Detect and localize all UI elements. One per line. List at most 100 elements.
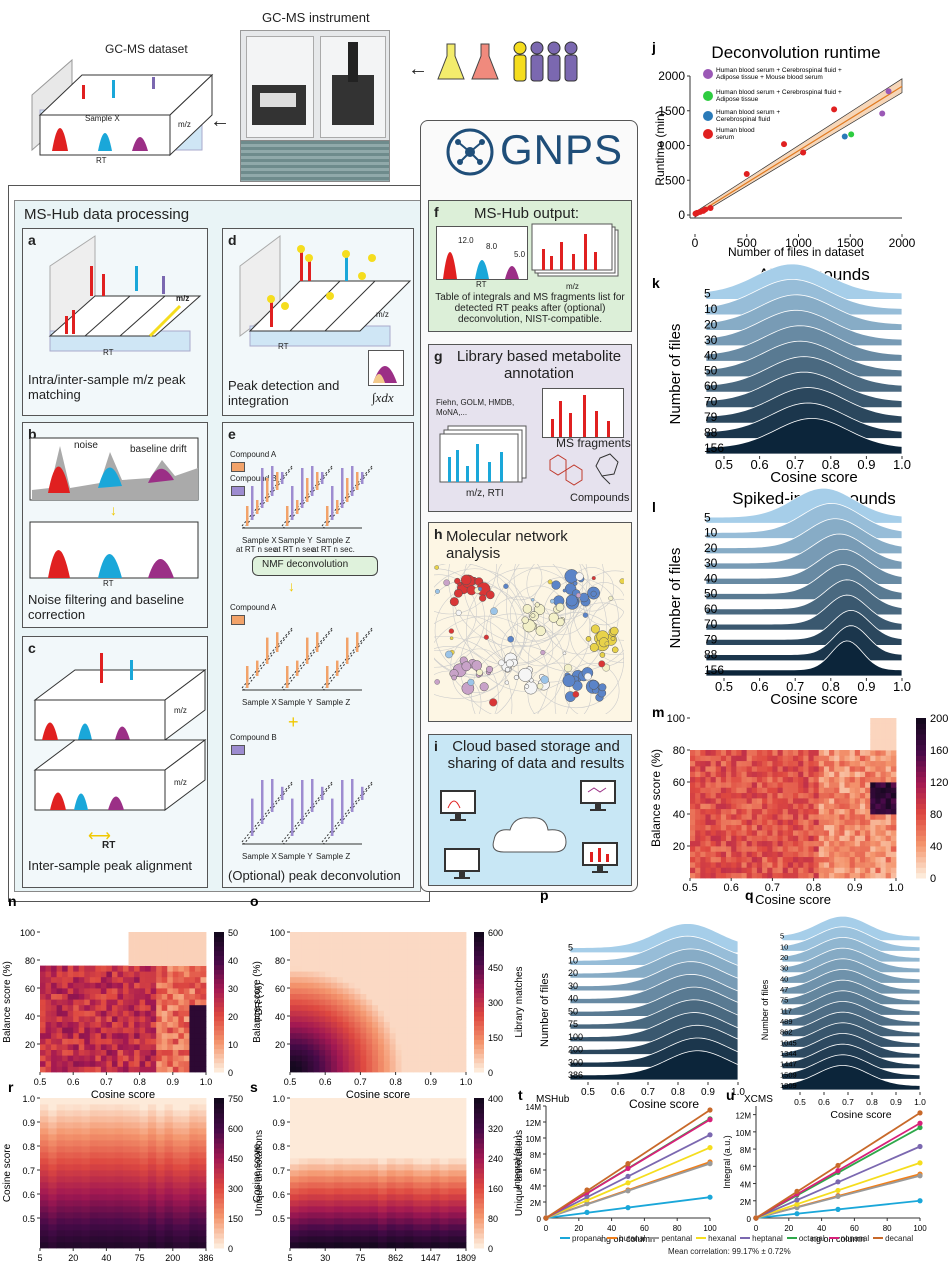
heatmap-cell bbox=[336, 976, 344, 983]
heatmap-cell bbox=[395, 1140, 405, 1147]
heatmap-cell bbox=[95, 1004, 102, 1011]
heatmap-cell bbox=[348, 971, 355, 978]
heatmap-cell bbox=[436, 993, 443, 1000]
heatmap-cell bbox=[167, 1021, 174, 1028]
heatmap-cell bbox=[854, 787, 861, 794]
colorbar-cell bbox=[474, 1103, 484, 1109]
heatmap-cell bbox=[793, 835, 799, 842]
heatmap-cell bbox=[372, 1038, 379, 1045]
y-tick-label: 0.6 bbox=[22, 1190, 35, 1200]
network-node bbox=[449, 636, 454, 640]
heatmap-cell bbox=[746, 755, 753, 762]
heatmap-cell bbox=[189, 960, 196, 966]
heatmap-cell bbox=[295, 1055, 303, 1062]
heatmap-cell bbox=[161, 1004, 168, 1011]
heatmap-cell bbox=[880, 792, 887, 799]
heatmap-cell bbox=[715, 846, 722, 852]
heatmap-cell bbox=[325, 1098, 335, 1105]
heatmap-cell bbox=[439, 1236, 449, 1243]
heatmap-cell bbox=[772, 824, 778, 831]
heatmap-cell bbox=[782, 872, 789, 879]
heatmap-cell bbox=[844, 771, 851, 778]
heatmap-cell bbox=[424, 943, 432, 950]
heatmap-cell bbox=[319, 965, 326, 972]
heatmap-cell bbox=[829, 851, 835, 858]
heatmap-cell bbox=[194, 1027, 201, 1034]
heatmap-cell bbox=[413, 1218, 423, 1225]
heatmap-cell bbox=[81, 1110, 91, 1117]
heatmap-cell bbox=[885, 835, 892, 842]
heatmap-cell bbox=[40, 1182, 49, 1189]
heatmap-cell bbox=[457, 1110, 467, 1117]
heatmap-cell bbox=[56, 1004, 63, 1011]
heatmap-cell bbox=[89, 1110, 99, 1117]
heatmap-cell bbox=[307, 1200, 317, 1207]
heatmap-cell bbox=[849, 750, 856, 756]
heatmap-cell bbox=[325, 948, 332, 955]
heatmap-cell bbox=[325, 982, 332, 989]
heatmap-cell bbox=[145, 960, 152, 966]
heatmap-cell bbox=[123, 1200, 132, 1207]
colorbar-cell bbox=[214, 941, 224, 947]
heatmap-cell bbox=[736, 830, 742, 836]
heatmap-cell bbox=[131, 1110, 140, 1117]
heatmap-cell bbox=[746, 856, 753, 863]
heatmap-cell bbox=[123, 1098, 132, 1105]
colorbar-tick-label: 80 bbox=[930, 809, 942, 821]
heatmap-cell bbox=[178, 1038, 185, 1045]
heatmap-cell bbox=[342, 1170, 352, 1177]
heatmap-cell bbox=[849, 782, 856, 788]
heatmap-cell bbox=[106, 1016, 113, 1022]
heatmap-cell bbox=[316, 1122, 326, 1129]
heatmap-cell bbox=[772, 792, 778, 799]
heatmap-cell bbox=[348, 1044, 355, 1050]
heatmap-cell bbox=[325, 965, 332, 972]
colorbar-label: Library matches bbox=[514, 966, 525, 1037]
heatmap-cell bbox=[870, 798, 876, 804]
heatmap-cell bbox=[430, 965, 438, 972]
heatmap-cell bbox=[772, 830, 778, 836]
heatmap-cell bbox=[354, 1049, 361, 1056]
y-tick-label: 0.7 bbox=[22, 1166, 35, 1176]
data-point bbox=[835, 1187, 841, 1194]
x-axis-label: Cosine score bbox=[830, 1109, 891, 1121]
heatmap-cell bbox=[89, 1170, 99, 1177]
heatmap-cell bbox=[793, 830, 799, 836]
colorbar-cell bbox=[214, 1006, 224, 1012]
spectrum-bar bbox=[351, 779, 354, 812]
heatmap-cell bbox=[111, 965, 118, 972]
heatmap-cell bbox=[354, 999, 361, 1006]
heatmap-cell bbox=[342, 1176, 352, 1183]
heatmap-cell bbox=[194, 954, 201, 961]
heatmap-cell bbox=[404, 1224, 414, 1231]
heatmap-cell bbox=[890, 766, 897, 772]
heatmap-cell bbox=[777, 830, 784, 836]
heatmap-cell bbox=[295, 1049, 303, 1056]
heatmap-cell bbox=[290, 1230, 300, 1237]
heatmap-cell bbox=[720, 771, 727, 778]
heatmap-cell bbox=[782, 819, 789, 826]
heatmap-cell bbox=[307, 937, 314, 944]
heatmap-cell bbox=[885, 803, 892, 810]
heatmap-cell bbox=[875, 872, 881, 879]
heatmap-cell bbox=[131, 1242, 140, 1249]
heatmap-cell bbox=[48, 1224, 57, 1231]
heatmap-cell bbox=[448, 988, 455, 994]
heatmap-cell bbox=[106, 1170, 116, 1177]
heatmap-cell bbox=[290, 982, 297, 989]
heatmap-cell bbox=[695, 872, 701, 879]
heatmap-cell bbox=[290, 943, 297, 950]
heatmap-cell bbox=[424, 960, 432, 966]
heatmap-cell bbox=[430, 1182, 440, 1189]
heatmap-cell bbox=[331, 1032, 338, 1039]
heatmap-cell bbox=[854, 792, 861, 799]
heatmap-cell bbox=[307, 1066, 314, 1073]
colorbar-cell bbox=[474, 1048, 484, 1054]
heatmap-cell bbox=[117, 1010, 124, 1017]
heatmap-cell bbox=[782, 867, 789, 874]
heatmap-cell bbox=[793, 755, 799, 762]
heatmap-cell bbox=[348, 982, 355, 989]
heatmap-cell bbox=[885, 819, 892, 826]
legend-label: Human blood serum + bbox=[716, 109, 780, 116]
heatmap-cell bbox=[746, 760, 753, 767]
